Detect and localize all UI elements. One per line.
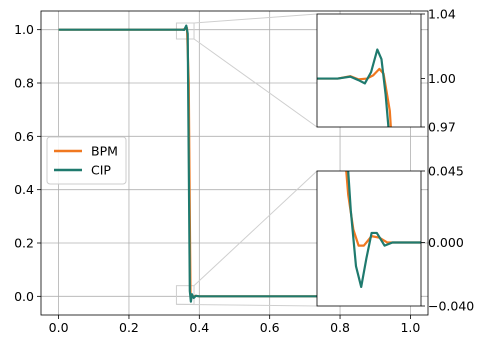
lower-inset-lines	[345, 171, 421, 289]
legend: BPM CIP	[46, 136, 127, 185]
upper-connector	[193, 38, 318, 128]
upper-inset-tick-label: 0.97	[428, 120, 456, 135]
x-tick-label: 0.8	[330, 320, 350, 335]
lower-inset-tick-label: −0.040	[428, 299, 474, 314]
series-line-cip	[58, 24, 411, 303]
upper-inset-lines	[317, 48, 392, 127]
x-tick-label: 0.2	[119, 320, 139, 335]
lower-inset-tick-label: 0.045	[428, 164, 464, 179]
main-axes-border	[40, 10, 429, 316]
x-tick-label: 0.4	[189, 320, 209, 335]
upper-inset-line-cip	[317, 48, 390, 127]
main-axes-frame	[40, 10, 429, 316]
legend-label-bpm: BPM	[91, 144, 118, 159]
y-tick-label: 0.4	[14, 182, 34, 197]
upper-zoom-box	[175, 22, 195, 40]
y-tick-label: 0.6	[14, 129, 34, 144]
upper-inset-tick-label: 1.04	[428, 7, 456, 22]
upper-connector	[194, 13, 318, 24]
y-tick-label: 0.8	[14, 76, 34, 91]
y-tick-label: 0.2	[14, 236, 34, 251]
y-tick-label: 0.0	[14, 289, 34, 304]
lower-connector	[176, 303, 318, 307]
upper-inset-border	[316, 13, 422, 128]
main-lines	[58, 24, 411, 303]
x-tick-label: 0.0	[49, 320, 69, 335]
lower-inset-line-cip	[347, 171, 421, 289]
y-tick-label: 1.0	[14, 22, 34, 37]
upper-inset-background	[317, 14, 421, 127]
lower-inset-border	[316, 170, 422, 307]
axis-ticks: 0.0 0.2 0.4 0.6 0.8 1.0 0.0 0.2 0.4 0.6 0.8 1.0	[14, 22, 420, 335]
zoom-indicators	[175, 13, 318, 307]
upper-inset-tick-label: 1.00	[428, 71, 456, 86]
lower-inset: 0.045 0.000 −0.040	[316, 164, 474, 314]
x-tick-label: 0.6	[260, 320, 280, 335]
legend-box	[46, 136, 127, 185]
upper-inset: 1.04 1.00 0.97	[316, 7, 456, 135]
lower-inset-tick-label: 0.000	[428, 235, 464, 250]
lower-connector	[193, 170, 318, 287]
x-tick-label: 1.0	[400, 320, 420, 335]
legend-label-cip: CIP	[91, 163, 111, 178]
